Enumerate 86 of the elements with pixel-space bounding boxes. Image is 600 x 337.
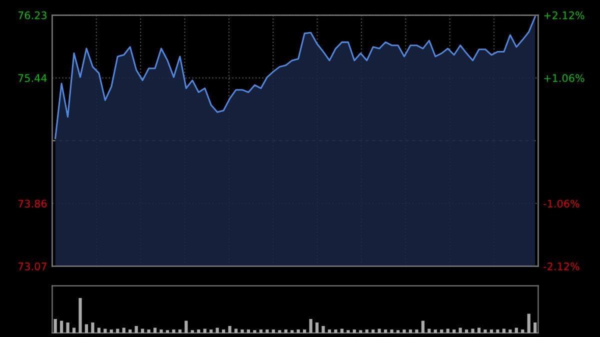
bar (428, 328, 431, 333)
bar (328, 329, 332, 333)
bar (240, 329, 244, 333)
y-tick-label: 76.23 (18, 11, 47, 20)
bar (315, 322, 319, 333)
bar (222, 329, 226, 333)
bar (284, 329, 288, 333)
bar (378, 328, 381, 333)
y-tick-label: 73.86 (18, 200, 47, 208)
bar (471, 328, 474, 333)
bar (446, 328, 450, 333)
bar (421, 320, 424, 333)
bar (78, 298, 82, 333)
bar (302, 329, 306, 333)
bar (402, 329, 406, 333)
bar (396, 330, 400, 333)
bar (259, 329, 262, 333)
bar (253, 330, 256, 333)
bar (210, 329, 213, 333)
bar (408, 329, 412, 333)
bar (322, 326, 325, 333)
bar (166, 330, 170, 333)
y2-tick-label: -2.12% (544, 262, 580, 270)
bar (54, 318, 57, 333)
bar (296, 329, 300, 333)
bar (521, 329, 524, 333)
bar (104, 328, 107, 333)
y2-tick-label: -1.06% (544, 200, 580, 208)
bar (66, 322, 70, 333)
bar (216, 328, 219, 333)
bar (434, 329, 437, 333)
y-tick-label: 73.07 (18, 262, 46, 270)
bar (110, 329, 113, 333)
bar (266, 329, 269, 333)
bar (384, 329, 388, 333)
bar (309, 318, 312, 333)
y-tick-label: 75.44 (18, 74, 47, 82)
bar (203, 328, 206, 333)
bar (290, 330, 294, 333)
bar (153, 328, 157, 333)
bar (190, 330, 194, 333)
bar (147, 329, 150, 333)
bar (415, 329, 418, 333)
bar (91, 322, 94, 333)
bar (496, 329, 500, 333)
bar (346, 330, 350, 333)
bar (514, 328, 518, 333)
bar (84, 324, 88, 333)
bar (534, 322, 537, 333)
bar (278, 330, 282, 333)
bar (452, 329, 456, 333)
bar (527, 314, 530, 333)
bar (458, 328, 462, 333)
bar (502, 328, 506, 333)
bar (234, 328, 238, 333)
bar (464, 329, 468, 333)
bar (272, 329, 275, 333)
bar (184, 320, 188, 333)
bar (72, 328, 76, 333)
bar (490, 329, 494, 333)
bar (116, 328, 120, 333)
bar (172, 329, 176, 333)
bar (440, 329, 444, 333)
bar (359, 330, 362, 333)
bar (340, 328, 344, 333)
bar (334, 329, 338, 333)
bar (508, 329, 512, 333)
bar (365, 329, 368, 333)
bar (228, 326, 232, 333)
bar (60, 320, 64, 333)
bar (197, 329, 200, 333)
bar (372, 329, 375, 333)
bar (484, 329, 487, 333)
bar (140, 328, 144, 333)
bar (246, 329, 250, 333)
y2-tick-label: +2.12% (544, 11, 584, 20)
bar (178, 329, 182, 333)
bar (477, 328, 481, 333)
bar (128, 329, 132, 333)
bar (160, 329, 163, 333)
bar (352, 329, 356, 333)
bar (390, 329, 394, 333)
y2-tick-label: +1.06% (544, 74, 584, 82)
bar (97, 328, 100, 333)
bar (122, 328, 126, 333)
bar (134, 326, 138, 333)
